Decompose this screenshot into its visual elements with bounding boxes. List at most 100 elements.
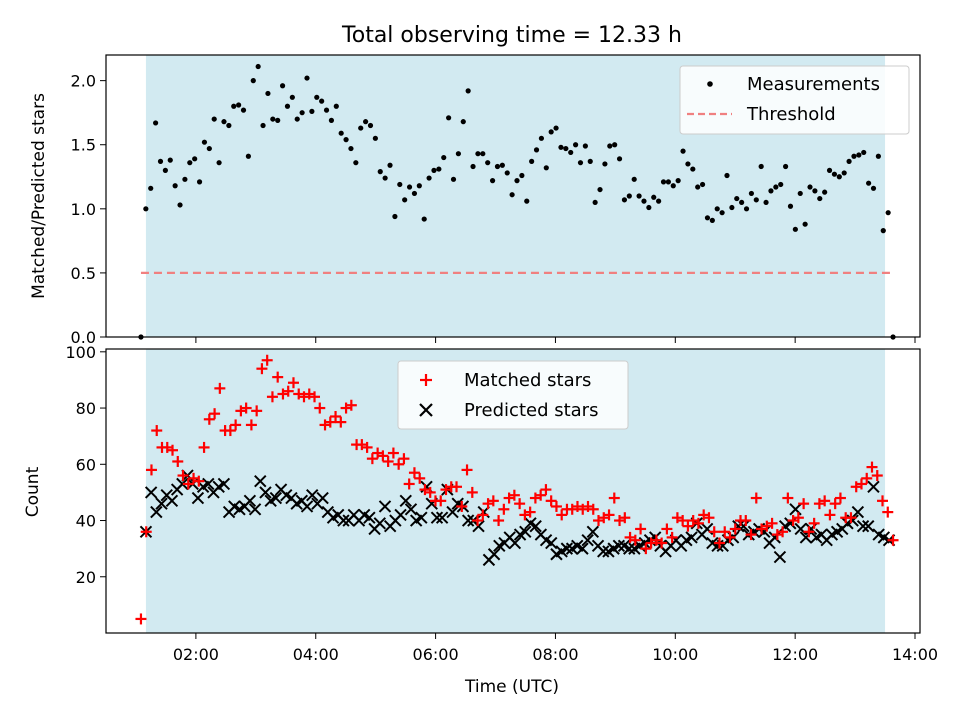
measurement-point — [812, 188, 818, 194]
predicted-star-point — [316, 491, 329, 505]
measurement-point — [450, 176, 457, 182]
measurement-point — [636, 193, 642, 199]
matched-star-point — [550, 500, 562, 512]
matched-star-point — [540, 484, 552, 496]
matched-star-point — [477, 509, 489, 521]
predicted-star-point — [851, 505, 865, 519]
measurement-point — [157, 158, 164, 164]
matched-star-point — [230, 419, 242, 431]
matched-star-point — [177, 470, 189, 482]
predicted-star-point — [363, 511, 376, 524]
bottom-x-ticks: 02:00 04:00 06:00 08:00 10:00 12:00 14:00 — [173, 633, 938, 664]
measurement-point — [616, 156, 623, 162]
matched-star-point — [682, 520, 694, 532]
predicted-star-point — [155, 497, 168, 510]
matched-star-point — [603, 509, 615, 521]
measurement-point — [416, 183, 422, 189]
measurement-point — [406, 184, 413, 190]
predicted-star-point — [191, 491, 205, 505]
measurement-point — [387, 162, 393, 168]
matched-star-point — [172, 455, 184, 467]
matched-star-point — [456, 500, 468, 512]
measurement-point — [299, 110, 305, 116]
measurement-point — [231, 103, 237, 109]
measurement-point — [836, 174, 842, 180]
measurement-point — [201, 139, 208, 145]
measurement-point — [465, 88, 471, 94]
matched-star-point — [745, 529, 757, 541]
top-panel: Total observing time = 12.33 h 0.0 0.5 1.0… — [29, 23, 921, 347]
x-tick-label: 04:00 — [293, 645, 339, 664]
measurement-point — [822, 189, 828, 195]
matched-star-point — [750, 492, 762, 504]
predicted-star-point — [435, 511, 449, 524]
matched-star-point — [466, 486, 478, 498]
predicted-star-point — [306, 489, 319, 502]
measurement-point — [685, 161, 691, 167]
measurement-point — [499, 162, 505, 168]
top-y-tick-label: 2.0 — [71, 72, 96, 91]
measurement-point — [577, 160, 584, 166]
measurement-point — [675, 178, 681, 184]
measurement-point — [558, 144, 564, 150]
matched-star-point — [845, 512, 857, 524]
matched-star-point — [251, 405, 263, 417]
measurement-point — [743, 206, 750, 212]
measurement-point — [504, 170, 510, 176]
matched-star-point — [335, 416, 347, 428]
predicted-star-point — [856, 519, 870, 533]
measurement-point — [221, 119, 227, 125]
measurement-point — [426, 175, 432, 181]
matched-star-point — [309, 391, 321, 403]
matched-star-point — [203, 413, 215, 425]
measurement-point — [148, 185, 154, 191]
measurement-point — [802, 221, 808, 227]
measurement-point — [167, 157, 173, 163]
predicted-star-point — [576, 542, 589, 555]
matched-star-point — [240, 402, 252, 414]
matched-star-point — [724, 531, 736, 543]
x-tick-label: 12:00 — [772, 645, 818, 664]
matched-star-point — [272, 371, 284, 383]
measurement-point — [480, 151, 486, 157]
measurement-point — [807, 184, 813, 190]
top-y-tick-label: 1.5 — [71, 136, 96, 155]
matched-star-point — [461, 464, 473, 476]
matched-star-point — [740, 515, 752, 527]
measurement-point — [367, 122, 374, 129]
measurement-point — [192, 156, 198, 162]
matched-star-point — [808, 517, 820, 529]
measurement-point — [284, 103, 291, 109]
predicted-star-point — [867, 480, 880, 493]
predicted-stars-points — [139, 469, 896, 567]
measurement-point — [548, 129, 554, 135]
measurement-point — [397, 181, 403, 188]
predicted-star-point — [399, 494, 412, 508]
matched-star-point — [135, 613, 147, 625]
legend-label-predicted: Predicted stars — [464, 400, 598, 421]
measurement-point — [328, 117, 335, 123]
measurement-point — [275, 117, 281, 123]
measurement-point — [670, 183, 676, 189]
matched-star-point — [508, 489, 520, 501]
predicted-star-point — [259, 486, 272, 499]
matched-star-point — [451, 481, 463, 493]
measurement-point — [656, 198, 662, 204]
measurement-point — [714, 206, 720, 212]
predicted-star-point — [337, 514, 350, 527]
measurement-point — [177, 202, 183, 208]
measurement-point — [319, 98, 325, 104]
legend-marker-predicted — [419, 403, 433, 417]
measurement-point — [172, 183, 178, 189]
matched-star-point — [314, 402, 326, 414]
matched-star-point — [167, 444, 179, 456]
predicted-star-point — [472, 519, 485, 533]
matched-star-point — [182, 478, 194, 490]
predicted-star-point — [487, 548, 501, 561]
predicted-star-point — [165, 494, 179, 508]
measurement-point — [236, 102, 242, 108]
measurement-point — [358, 125, 364, 131]
bottom-y-tick-label: 40 — [76, 512, 96, 531]
matched-star-point — [256, 363, 268, 375]
matched-star-point — [640, 543, 652, 555]
